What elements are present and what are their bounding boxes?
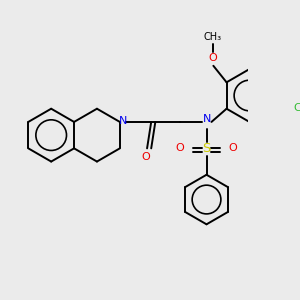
Text: Cl: Cl — [293, 103, 300, 113]
Text: CH₃: CH₃ — [203, 32, 222, 42]
Text: S: S — [202, 142, 211, 155]
Text: N: N — [203, 115, 212, 124]
Text: O: O — [176, 143, 184, 153]
Text: N: N — [119, 116, 127, 126]
Text: O: O — [141, 152, 150, 162]
Text: O: O — [229, 143, 237, 153]
Text: O: O — [208, 52, 217, 62]
